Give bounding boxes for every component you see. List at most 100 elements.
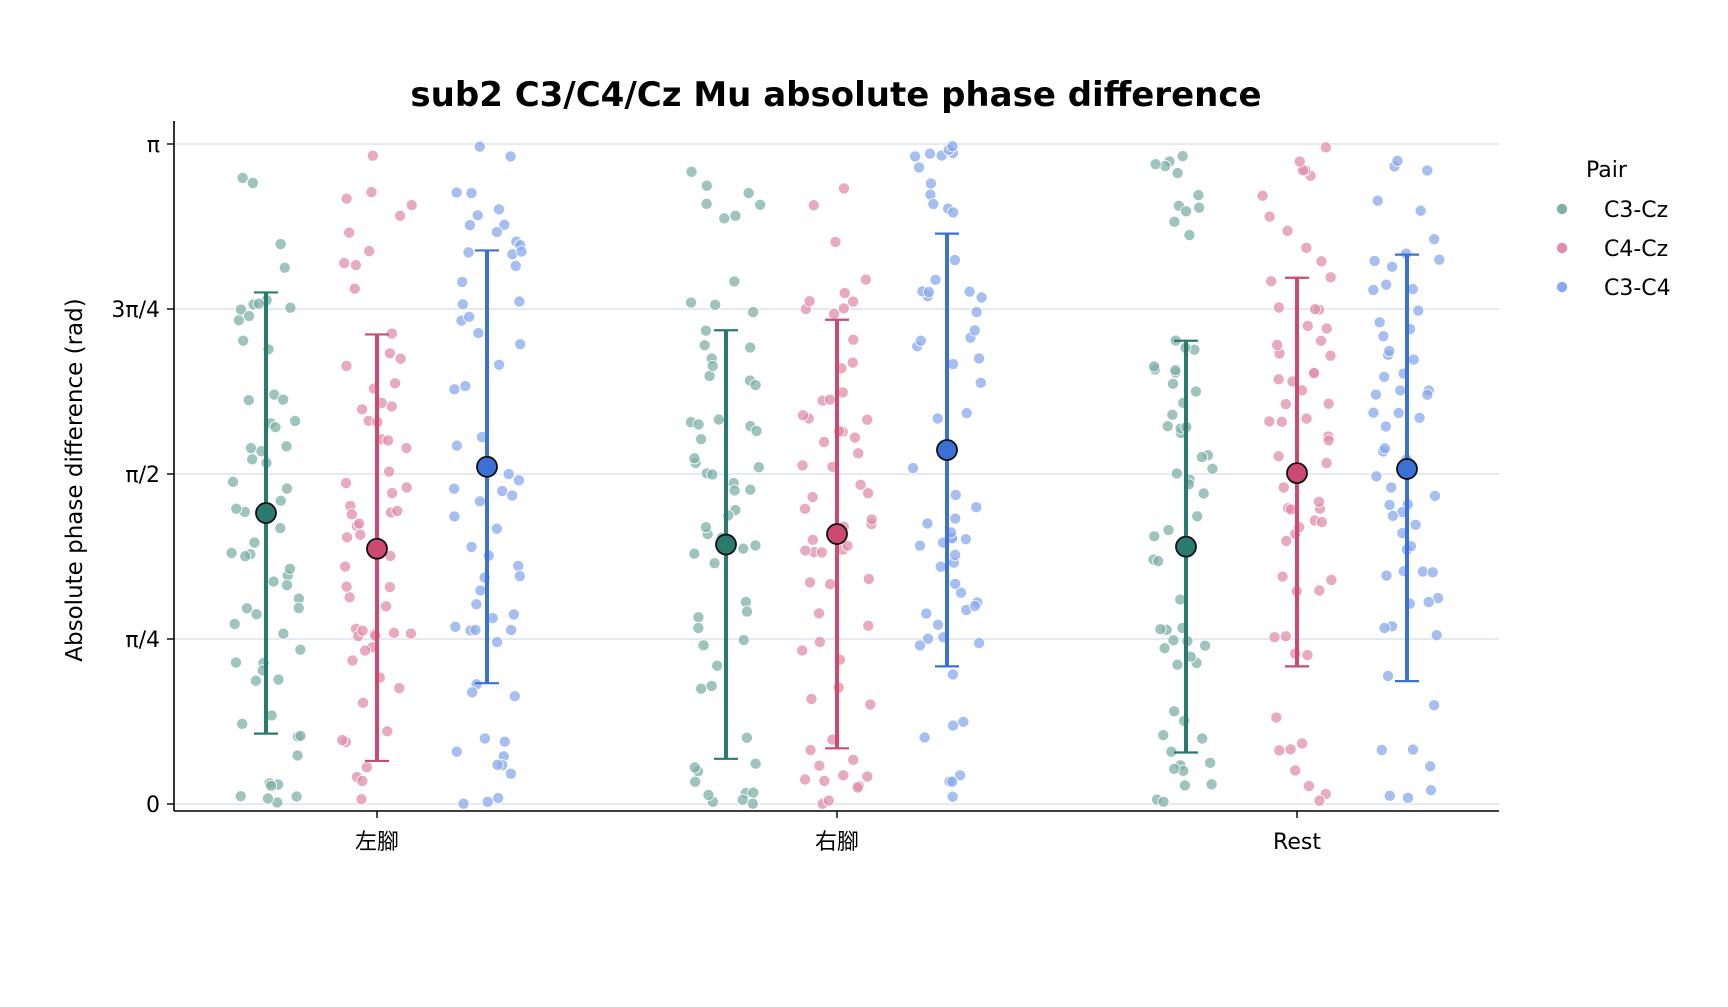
trial-point <box>290 790 303 803</box>
trial-point <box>360 761 373 774</box>
trial-point <box>744 483 757 496</box>
trial-point <box>448 383 461 396</box>
trial-point <box>490 522 503 535</box>
trial-point <box>1268 631 1281 644</box>
trial-point <box>1205 778 1218 791</box>
trial-point <box>1301 319 1314 332</box>
trial-point <box>1386 260 1399 273</box>
trial-point <box>506 489 519 502</box>
trial-point <box>1424 760 1437 773</box>
trial-point <box>798 502 811 515</box>
trial-point <box>1280 534 1293 547</box>
legend-label: C3-Cz <box>1604 198 1668 223</box>
trial-point <box>974 376 987 389</box>
trial-point <box>294 729 307 742</box>
trial-point <box>1170 467 1183 480</box>
trial-point <box>796 409 809 422</box>
trial-point <box>240 602 253 615</box>
trial-point <box>807 199 820 212</box>
trial-point <box>747 306 760 319</box>
trial-point <box>236 171 249 184</box>
trial-point <box>970 306 983 319</box>
trial-point <box>729 209 742 222</box>
trial-point <box>861 770 874 783</box>
trial-point <box>922 632 935 645</box>
trial-point <box>948 254 961 267</box>
trial-point <box>450 186 463 199</box>
trial-point <box>1426 566 1439 579</box>
trial-point <box>1428 699 1441 712</box>
trial-point <box>968 324 981 337</box>
trial-point <box>1273 744 1286 757</box>
trial-point <box>1428 489 1441 502</box>
trial-point <box>1162 524 1175 537</box>
trial-point <box>754 198 767 211</box>
trial-point <box>955 586 968 599</box>
trial-point <box>509 259 522 272</box>
trial-point <box>1275 415 1288 428</box>
trial-point <box>929 273 942 286</box>
trial-point <box>498 735 511 748</box>
trial-point <box>1392 406 1405 419</box>
trial-point <box>491 636 504 649</box>
trial-point <box>947 719 960 732</box>
trial-point <box>697 639 710 652</box>
trial-point <box>357 696 370 709</box>
trial-point <box>728 275 741 288</box>
trial-point <box>490 226 503 239</box>
x-tick-label: Rest <box>1273 830 1321 855</box>
trial-point <box>752 461 765 474</box>
trial-point <box>470 598 483 611</box>
trial-point <box>1315 334 1328 347</box>
trial-point <box>339 560 352 573</box>
trial-point <box>804 576 817 589</box>
trial-point <box>244 442 257 455</box>
trial-point <box>1375 743 1388 756</box>
trial-point <box>822 794 835 807</box>
trial-point <box>1176 150 1189 163</box>
trial-point <box>949 512 962 525</box>
trial-point <box>1391 154 1404 167</box>
trial-point <box>815 546 828 559</box>
trial-point <box>1270 711 1283 724</box>
trial-point <box>841 539 854 552</box>
trial-point <box>924 147 937 160</box>
trial-point <box>823 393 836 406</box>
mean-marker <box>476 455 498 478</box>
y-tick-label: π <box>147 133 160 158</box>
trial-point <box>387 626 400 639</box>
trial-point <box>946 140 959 153</box>
trial-point <box>1204 756 1217 769</box>
x-tick-label: 左腳 <box>355 830 399 855</box>
trial-point <box>393 682 406 695</box>
trial-point <box>1168 762 1181 775</box>
trial-point <box>473 140 486 153</box>
trial-point <box>737 634 750 647</box>
trial-point <box>736 793 749 806</box>
trial-point <box>700 179 713 192</box>
trial-point <box>356 403 369 416</box>
trial-point <box>450 439 463 452</box>
trial-point <box>291 749 304 762</box>
trial-point <box>846 356 859 369</box>
trial-point <box>1422 596 1435 609</box>
trial-point <box>1161 420 1174 433</box>
trial-point <box>799 773 812 786</box>
trial-point <box>474 584 487 597</box>
trial-point <box>1325 573 1338 586</box>
trial-point <box>365 186 378 199</box>
trial-point <box>973 637 986 650</box>
x-tick-label: 右腳 <box>815 830 859 855</box>
trial-point <box>1322 397 1335 410</box>
trial-point <box>394 352 407 365</box>
trial-point <box>478 732 491 745</box>
trial-point <box>1309 303 1322 316</box>
trial-point <box>359 644 372 657</box>
trial-point <box>1421 388 1434 401</box>
trial-point <box>1279 630 1292 643</box>
trial-point <box>927 198 940 211</box>
y-tick-label: 3π/4 <box>111 298 160 323</box>
trial-point <box>706 359 719 372</box>
trial-point <box>356 624 369 637</box>
trial-point <box>1277 481 1290 494</box>
